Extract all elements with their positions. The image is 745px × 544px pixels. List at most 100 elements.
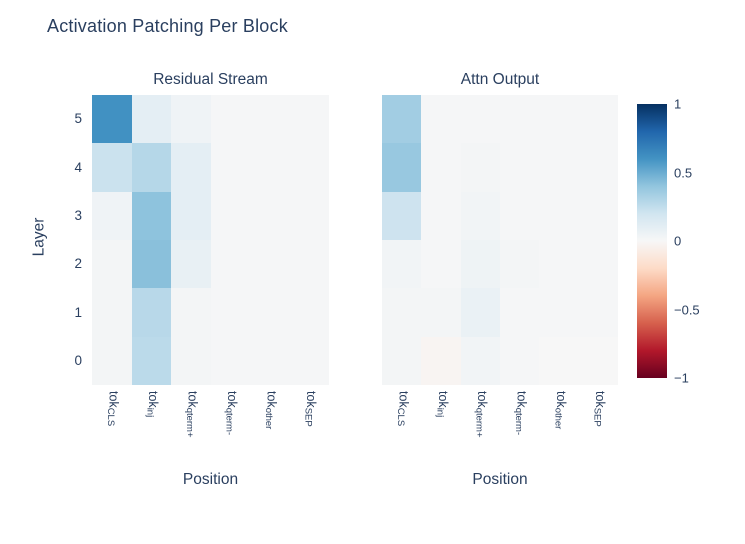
x-tick: tokother bbox=[263, 391, 279, 430]
heatmap-cell[interactable] bbox=[131, 191, 171, 240]
y-axis-title: Layer bbox=[30, 217, 48, 257]
heatmap-cell[interactable] bbox=[539, 143, 579, 192]
heatmap-cell[interactable] bbox=[382, 336, 422, 385]
colorbar bbox=[637, 104, 667, 378]
heatmap-cell[interactable] bbox=[421, 143, 461, 192]
heatmap-cell[interactable] bbox=[92, 95, 132, 144]
heatmap-cell[interactable] bbox=[210, 143, 250, 192]
heatmap-cell[interactable] bbox=[578, 239, 618, 289]
heatmap-cell[interactable] bbox=[421, 288, 461, 337]
colorbar-tick: −0.5 bbox=[674, 302, 700, 317]
figure-title: Activation Patching Per Block bbox=[47, 16, 288, 36]
heatmap-cell[interactable] bbox=[92, 288, 132, 337]
x-tick: tokqterm- bbox=[512, 391, 529, 436]
heatmap-cell[interactable] bbox=[92, 336, 132, 385]
heatmap-cell[interactable] bbox=[460, 143, 500, 192]
heatmap-cell[interactable] bbox=[131, 239, 171, 289]
heatmap-cell[interactable] bbox=[210, 239, 250, 289]
x-tick: tokinj bbox=[434, 391, 450, 418]
heatmap-cell[interactable] bbox=[250, 95, 290, 144]
heatmap-cell[interactable] bbox=[499, 191, 540, 240]
heatmap-cell[interactable] bbox=[131, 143, 171, 192]
y-tick: 0 bbox=[74, 352, 82, 368]
heatmap-cell[interactable] bbox=[289, 336, 329, 385]
heatmap-cell[interactable] bbox=[539, 336, 579, 385]
heatmap-cell[interactable] bbox=[250, 336, 290, 385]
heatmap-cell[interactable] bbox=[578, 143, 618, 192]
heatmap-cell[interactable] bbox=[171, 336, 211, 385]
heatmap-cell[interactable] bbox=[578, 288, 618, 337]
heatmap-cell[interactable] bbox=[92, 143, 132, 192]
x-tick: tokinj bbox=[144, 391, 161, 418]
x-tick: tokSEP bbox=[591, 391, 608, 427]
heatmap-cell[interactable] bbox=[499, 288, 540, 337]
heatmap-cell[interactable] bbox=[289, 288, 329, 337]
y-tick: 3 bbox=[74, 207, 82, 223]
heatmap-cell[interactable] bbox=[250, 143, 290, 192]
heatmap-attn-output[interactable] bbox=[382, 95, 618, 385]
x-tick: tokCLS bbox=[105, 391, 121, 427]
heatmap-cell[interactable] bbox=[171, 288, 211, 337]
heatmap-cell[interactable] bbox=[421, 95, 461, 144]
heatmap-cell[interactable] bbox=[499, 239, 540, 289]
subplot-title-attn-output: Attn Output bbox=[460, 71, 540, 88]
x-tick: tokqterm+ bbox=[473, 391, 490, 438]
x-tick: tokCLS bbox=[394, 391, 411, 427]
heatmap-cell[interactable] bbox=[210, 336, 250, 385]
x-tick: tokother bbox=[552, 391, 568, 430]
heatmap-cell[interactable] bbox=[539, 95, 579, 144]
heatmap-cell[interactable] bbox=[499, 143, 540, 192]
heatmap-cell[interactable] bbox=[499, 95, 540, 144]
heatmap-cell[interactable] bbox=[171, 191, 211, 240]
heatmap-cell[interactable] bbox=[421, 191, 461, 240]
heatmap-cell[interactable] bbox=[92, 191, 132, 240]
heatmap-cell[interactable] bbox=[539, 239, 579, 289]
heatmap-cell[interactable] bbox=[289, 143, 329, 192]
heatmap-cell[interactable] bbox=[250, 239, 290, 289]
heatmap-cell[interactable] bbox=[92, 239, 132, 289]
x-tick: tokqterm+ bbox=[184, 391, 200, 438]
heatmap-cell[interactable] bbox=[578, 336, 618, 385]
heatmap-cell[interactable] bbox=[382, 239, 422, 289]
heatmap-cell[interactable] bbox=[578, 191, 618, 240]
heatmap-cell[interactable] bbox=[421, 336, 461, 385]
colorbar-tick: 0.5 bbox=[674, 165, 693, 180]
heatmap-cell[interactable] bbox=[460, 336, 500, 385]
heatmap-cell[interactable] bbox=[460, 95, 500, 144]
heatmap-cell[interactable] bbox=[210, 95, 250, 144]
heatmap-cell[interactable] bbox=[289, 239, 329, 289]
colorbar-tick: 0 bbox=[674, 233, 682, 249]
heatmap-cell[interactable] bbox=[539, 191, 579, 240]
heatmap-cell[interactable] bbox=[171, 95, 211, 144]
heatmap-cell[interactable] bbox=[460, 288, 500, 337]
heatmap-residual-stream[interactable] bbox=[92, 95, 329, 385]
heatmap-cell[interactable] bbox=[460, 239, 500, 289]
heatmap-cell[interactable] bbox=[382, 288, 422, 337]
heatmap-cell[interactable] bbox=[382, 143, 422, 192]
heatmap-cell[interactable] bbox=[171, 143, 211, 192]
heatmap-cell[interactable] bbox=[421, 239, 461, 289]
heatmap-cell[interactable] bbox=[539, 288, 579, 337]
heatmap-cell[interactable] bbox=[499, 336, 540, 385]
heatmap-cell[interactable] bbox=[131, 288, 171, 337]
heatmap-cell[interactable] bbox=[578, 95, 618, 144]
heatmap-cell[interactable] bbox=[289, 191, 329, 240]
y-tick: 4 bbox=[74, 159, 82, 175]
x-tick: tokSEP bbox=[302, 391, 319, 427]
heatmap-cell[interactable] bbox=[289, 95, 329, 144]
heatmap-cell[interactable] bbox=[131, 95, 171, 144]
heatmap-cell[interactable] bbox=[171, 239, 211, 289]
colorbar-tick: −1 bbox=[674, 370, 689, 386]
heatmap-cell[interactable] bbox=[210, 288, 250, 337]
heatmap-cell[interactable] bbox=[131, 336, 171, 385]
heatmap-cell[interactable] bbox=[382, 95, 422, 144]
heatmap-cell[interactable] bbox=[210, 191, 250, 240]
heatmap-cell[interactable] bbox=[250, 191, 290, 240]
subplot-title-residual-stream: Residual Stream bbox=[153, 71, 268, 88]
y-tick: 5 bbox=[74, 111, 82, 127]
heatmap-cell[interactable] bbox=[460, 191, 500, 240]
x-tick: tokqterm- bbox=[223, 391, 240, 436]
heatmap-cell[interactable] bbox=[250, 288, 290, 337]
heatmap-cell[interactable] bbox=[382, 191, 422, 240]
